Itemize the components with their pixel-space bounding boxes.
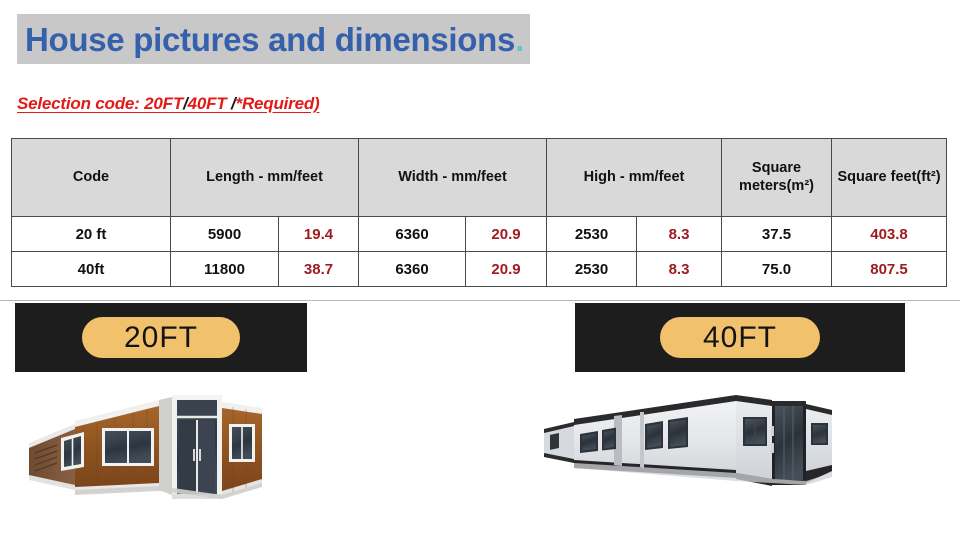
selection-code-option-40ft: 40FT (187, 94, 227, 113)
page-title-text: House pictures and dimensions (25, 20, 516, 58)
table-header-row: Code Length - mm/feet Width - mm/feet Hi… (11, 138, 948, 217)
page-title-dot: . (515, 20, 525, 58)
cell-square-feet: 807.5 (831, 251, 948, 287)
product-figure-20ft: 20FT (15, 303, 310, 543)
cell-length-feet: 38.7 (278, 251, 359, 287)
cell-width-feet: 20.9 (465, 251, 547, 287)
column-header-square-feet: Square feet(ft²) (831, 138, 948, 217)
cell-length-mm: 11800 (170, 251, 279, 287)
cell-width-mm: 6360 (358, 251, 466, 287)
column-header-width: Width - mm/feet (358, 138, 547, 217)
cell-square-meters: 37.5 (721, 216, 833, 252)
badge-pill-20ft: 20FT (82, 317, 240, 358)
cell-square-feet: 403.8 (831, 216, 948, 252)
cell-high-feet: 8.3 (635, 216, 723, 252)
cell-high-mm: 2530 (546, 216, 637, 252)
badge-pill-40ft: 40FT (660, 317, 820, 358)
product-figure-40ft: 40FT (544, 303, 925, 543)
column-header-length: Length - mm/feet (170, 138, 359, 217)
page-title: House pictures and dimensions. (17, 14, 531, 64)
table-row: 20 ft 5900 19.4 6360 20.9 2530 8.3 37.5 … (11, 216, 948, 252)
house-image-20ft (29, 395, 262, 499)
cell-high-mm: 2530 (546, 251, 637, 287)
selection-code-option-20ft: 20FT (144, 94, 184, 113)
badge-banner-20ft: 20FT (15, 303, 307, 372)
cell-length-mm: 5900 (170, 216, 279, 252)
cell-width-mm: 6360 (358, 216, 466, 252)
horizontal-divider (0, 300, 960, 301)
table-row: 40ft 11800 38.7 6360 20.9 2530 8.3 75.0 … (11, 251, 948, 287)
column-header-code: Code (11, 138, 171, 217)
cell-width-feet: 20.9 (465, 216, 547, 252)
cell-code: 20 ft (11, 216, 171, 252)
house-image-40ft (544, 395, 832, 486)
selection-code-separator-1: / (183, 94, 188, 113)
cell-square-meters: 75.0 (721, 251, 833, 287)
selection-code-required-note: *Required) (235, 94, 320, 113)
selection-code-line: Selection code: 20FT/40FT /*Required) (17, 94, 320, 114)
badge-banner-40ft: 40FT (575, 303, 905, 372)
selection-code-separator-2: / (226, 94, 236, 113)
badge-label-40ft: 40FT (702, 320, 778, 354)
cell-code: 40ft (11, 251, 171, 287)
dimensions-table: Code Length - mm/feet Width - mm/feet Hi… (11, 138, 948, 287)
cell-high-feet: 8.3 (635, 251, 723, 287)
badge-label-20ft: 20FT (123, 320, 199, 354)
column-header-high: High - mm/feet (545, 138, 723, 217)
column-header-square-meters: Square meters(m²) (721, 138, 833, 217)
selection-code-label: Selection code: (17, 94, 145, 113)
cell-length-feet: 19.4 (278, 216, 359, 252)
